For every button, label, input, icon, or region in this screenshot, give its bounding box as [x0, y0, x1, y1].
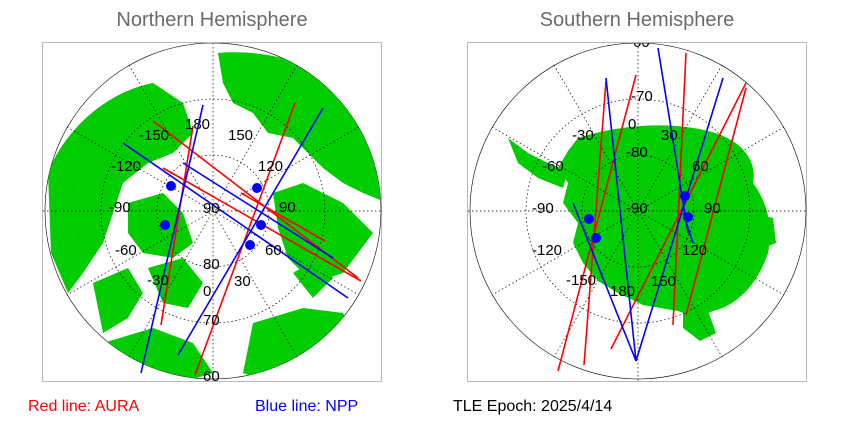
- lat-label: -60: [628, 43, 650, 51]
- lon-label: -60: [542, 158, 564, 175]
- north-labels: 180 150 120 90 60 30 0 -30 -60 -90 -120 …: [109, 116, 296, 383]
- south-sat-markers: [584, 191, 693, 243]
- south-polar-map[interactable]: 0 30 60 90 120 150 180 -150 -120 -90 -60…: [467, 42, 808, 383]
- north-sat-markers: [160, 181, 266, 250]
- legend-aura: Red line: AURA: [28, 398, 140, 415]
- south-map-title: Southern Hemisphere: [539, 9, 735, 31]
- tle-epoch: TLE Epoch: 2025/4/14: [453, 398, 613, 415]
- sat-marker: [245, 240, 255, 250]
- lon-label: -120: [111, 158, 141, 175]
- lon-label: 150: [651, 273, 676, 290]
- lat-label: -80: [626, 144, 648, 161]
- north-graticule: [43, 43, 383, 383]
- lon-label: -30: [147, 272, 169, 289]
- lon-label: -150: [139, 127, 169, 144]
- sat-marker: [252, 183, 262, 193]
- north-polar-map[interactable]: 180 150 120 90 60 30 0 -30 -60 -90 -120 …: [42, 42, 383, 383]
- sat-marker: [584, 214, 594, 224]
- south-map-svg: 0 30 60 90 120 150 180 -150 -120 -90 -60…: [468, 43, 808, 383]
- lat-label: -90: [626, 200, 648, 217]
- lon-label: 60: [265, 242, 282, 259]
- lon-label: -90: [109, 199, 131, 216]
- legend-npp: Blue line: NPP: [255, 398, 359, 415]
- lon-label: 30: [234, 273, 251, 290]
- lon-label: -60: [115, 242, 137, 259]
- north-map-svg: 180 150 120 90 60 30 0 -30 -60 -90 -120 …: [43, 43, 383, 383]
- lon-label: 90: [704, 200, 721, 217]
- lon-label: 90: [279, 199, 296, 216]
- lon-label: 120: [258, 158, 283, 175]
- lon-label: 120: [682, 242, 707, 259]
- lon-label: 150: [228, 127, 253, 144]
- lat-label: 90: [203, 200, 220, 217]
- lon-label: -90: [532, 200, 554, 217]
- sat-marker: [680, 191, 690, 201]
- lat-label: -70: [631, 88, 653, 105]
- north-aura-tracks: [152, 102, 362, 376]
- north-npp-tracks: [122, 104, 349, 374]
- south-graticule: [468, 43, 808, 383]
- sat-marker: [683, 212, 693, 222]
- sat-marker: [166, 181, 176, 191]
- lon-label: 0: [203, 283, 211, 300]
- sat-marker: [256, 220, 266, 230]
- lon-label: -150: [566, 272, 596, 289]
- lon-label: 180: [185, 116, 210, 133]
- sat-marker: [591, 233, 601, 243]
- sat-marker: [160, 220, 170, 230]
- lat-label: 60: [203, 368, 220, 383]
- lat-label: 70: [203, 312, 220, 329]
- south-aura-tracks: [557, 52, 747, 372]
- south-labels: 0 30 60 90 120 150 180 -150 -120 -90 -60…: [532, 43, 721, 300]
- lon-label: 180: [610, 283, 635, 300]
- lon-label: 0: [628, 116, 636, 133]
- north-map-title: Northern Hemisphere: [116, 9, 308, 31]
- lat-label: 80: [203, 256, 220, 273]
- lon-label: 60: [692, 158, 709, 175]
- lon-label: -30: [572, 127, 594, 144]
- lon-label: 30: [661, 127, 678, 144]
- south-npp-tracks: [572, 47, 724, 362]
- lon-label: -120: [532, 242, 562, 259]
